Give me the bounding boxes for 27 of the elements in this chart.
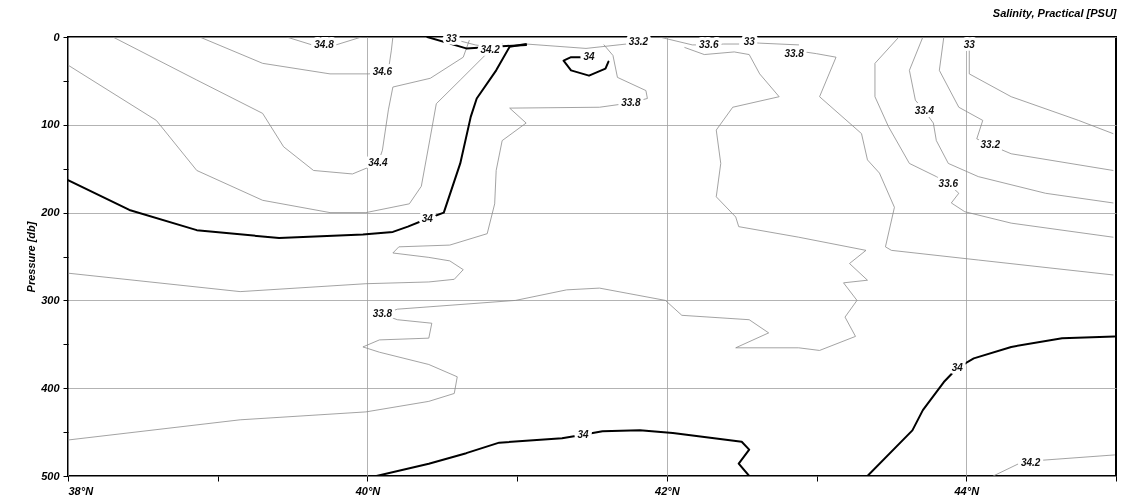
chart-title: Salinity, Practical [PSU] bbox=[992, 7, 1117, 19]
y-tick-label: 500 bbox=[41, 469, 61, 482]
y-tick-label: 400 bbox=[40, 381, 61, 394]
annotation: 33 bbox=[743, 36, 756, 48]
annotation: 33.2 bbox=[628, 36, 649, 48]
annotation: 33.4 bbox=[914, 104, 935, 116]
annotation: 33.2 bbox=[980, 138, 1001, 150]
x-tick-label: 42°N bbox=[654, 484, 681, 497]
annotation: 33.8 bbox=[784, 47, 805, 59]
annotation: 33.8 bbox=[621, 96, 642, 108]
annotation: 34.4 bbox=[368, 157, 389, 169]
annotation: 33.8 bbox=[372, 308, 393, 320]
annotation: 33.6 bbox=[938, 177, 959, 189]
y-tick-label: 200 bbox=[40, 206, 61, 219]
annotation: 33 bbox=[963, 38, 976, 50]
annotation: 34 bbox=[583, 51, 595, 63]
x-tick-label: 38°N bbox=[68, 484, 95, 497]
x-tick-label: 44°N bbox=[953, 484, 981, 497]
annotation: 34.2 bbox=[1020, 456, 1041, 468]
y-tick-label: 100 bbox=[41, 118, 61, 131]
annotation: 33.6 bbox=[699, 38, 719, 50]
y-tick-label: 0 bbox=[53, 30, 61, 43]
annotation: 34.8 bbox=[314, 38, 335, 50]
y-tick-label: 300 bbox=[41, 293, 61, 306]
y-axis-title: Pressure [db] bbox=[25, 221, 38, 293]
x-tick-label: 40°N bbox=[354, 484, 382, 497]
annotation: 34.6 bbox=[372, 66, 393, 78]
